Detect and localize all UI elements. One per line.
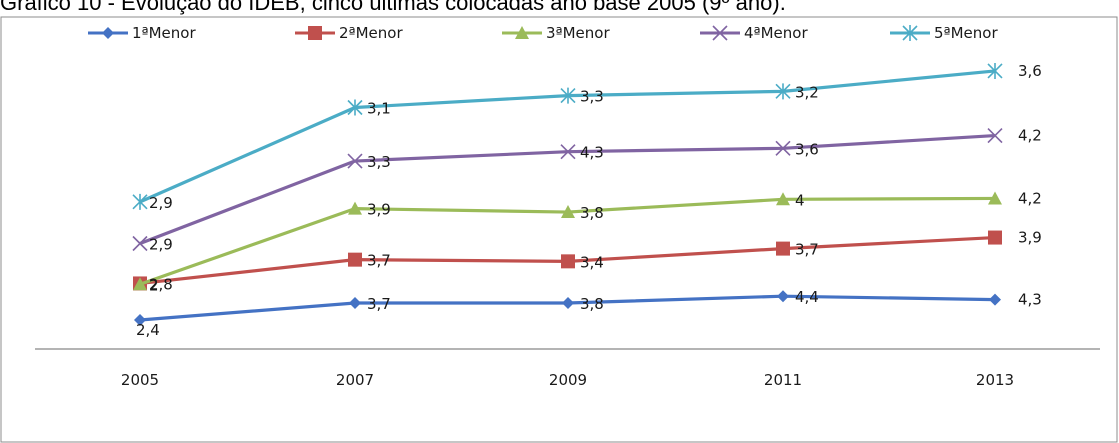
data-point [776, 241, 790, 256]
data-label: 3,6 [1018, 62, 1042, 80]
data-point [777, 290, 789, 303]
legend-item: 5ªMenor [890, 24, 998, 42]
data-label: 3,7 [795, 241, 819, 259]
data-label: 4,4 [795, 288, 819, 306]
data-label: 2,9 [149, 236, 173, 254]
x-tick-label: 2011 [764, 371, 802, 389]
legend-item: 2ªMenor [295, 24, 403, 42]
legend-item: 1ªMenor [88, 24, 196, 42]
data-point [987, 127, 1003, 144]
data-point [348, 252, 362, 267]
data-label: 3,1 [367, 100, 391, 118]
legend-marker [102, 27, 114, 39]
data-label: 4 [795, 191, 805, 209]
legend: 1ªMenor 2ªMenor 3ªMenor 4ªMenor 5ªMenor [88, 24, 998, 42]
data-point [133, 277, 147, 291]
chart-frame [0, 16, 1118, 443]
data-point [132, 235, 148, 252]
data-label: 3,8 [580, 295, 604, 313]
data-point [347, 153, 363, 169]
data-label: 3,6 [795, 140, 819, 158]
series-5ªMenor [132, 62, 1003, 210]
legend-marker [308, 26, 322, 40]
legend-item: 3ªMenor [502, 24, 610, 42]
data-point [347, 99, 363, 116]
data-label: 3,8 [580, 204, 604, 222]
data-point [132, 193, 148, 210]
data-label: 3,7 [367, 295, 391, 313]
legend-marker [902, 25, 918, 41]
data-point [988, 191, 1002, 205]
series-layer [132, 62, 1003, 326]
data-label: 4,3 [580, 144, 604, 162]
legend-label: 3ªMenor [546, 24, 610, 42]
series-4ªMenor [132, 127, 1003, 252]
data-label: 2,4 [136, 321, 160, 339]
data-label: 2,8 [149, 275, 173, 293]
data-point [562, 297, 574, 309]
legend-item: 4ªMenor [700, 24, 808, 42]
data-label: 3,9 [1018, 229, 1042, 247]
data-label: 4,3 [1018, 291, 1042, 309]
x-tick-label: 2013 [976, 371, 1014, 389]
data-point [561, 254, 575, 269]
data-point [560, 144, 576, 160]
data-point [776, 192, 790, 206]
data-labels: 2,4 3,7 3,8 4,4 4,3 2,8 3,7 3,4 3,7 3,9 2 3,9 3,8 4 4,… [136, 62, 1042, 339]
data-point [775, 83, 791, 100]
data-point [988, 230, 1002, 245]
x-tick-label: 2009 [549, 371, 587, 389]
data-point [561, 205, 575, 219]
x-tick-label: 2007 [336, 371, 374, 389]
legend-label: 2ªMenor [339, 24, 403, 42]
series-1ªMenor [134, 290, 1001, 326]
legend-marker [515, 26, 529, 39]
data-label: 3,7 [367, 252, 391, 270]
data-label: 3,3 [367, 153, 391, 171]
data-label: 2,9 [149, 194, 173, 212]
data-point [348, 201, 362, 215]
series-3ªMenor [133, 191, 1002, 291]
data-label: 4,2 [1018, 189, 1042, 207]
data-label: 2 [149, 276, 159, 294]
data-point [134, 314, 146, 326]
figure-caption: Gráfico 10 - Evolução do IDEB, cinco últ… [0, 0, 786, 15]
data-label: 3,4 [580, 253, 604, 271]
data-point [987, 62, 1003, 79]
data-label: 3,2 [795, 83, 819, 101]
data-label: 3,3 [580, 88, 604, 106]
legend-label: 4ªMenor [744, 24, 808, 42]
x-tick-labels: 2005 2007 2009 2011 2013 [121, 371, 1014, 389]
legend-label: 1ªMenor [132, 24, 196, 42]
data-point [775, 140, 791, 156]
data-point [349, 297, 361, 309]
legend-marker [712, 25, 728, 41]
legend-label: 5ªMenor [934, 24, 998, 42]
data-point [560, 87, 576, 104]
data-label: 3,9 [367, 201, 391, 219]
data-point [989, 293, 1001, 306]
data-label: 4,2 [1018, 127, 1042, 145]
x-tick-label: 2005 [121, 371, 159, 389]
